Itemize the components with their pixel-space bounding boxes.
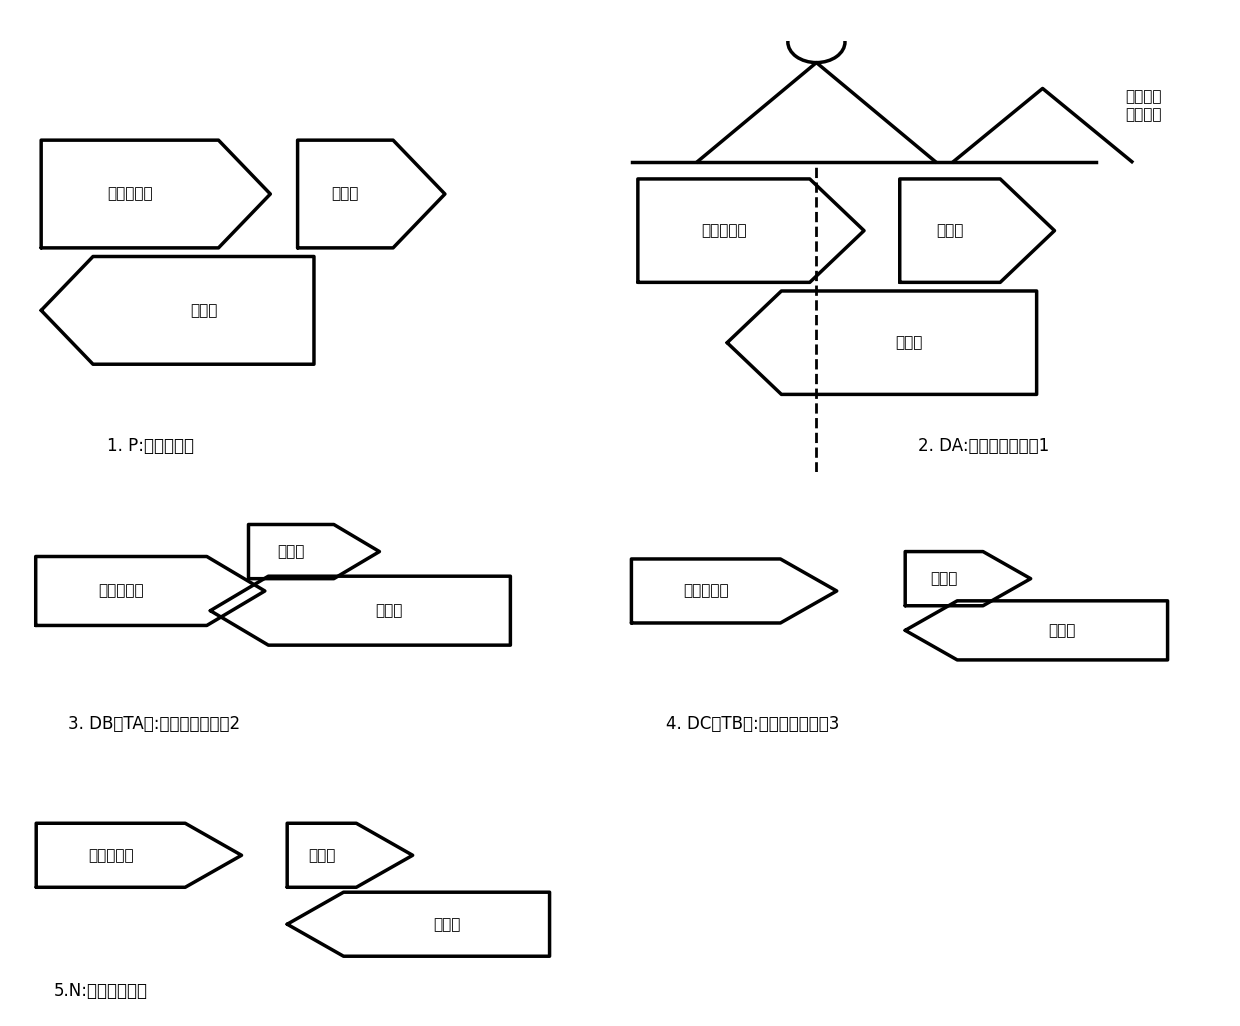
Polygon shape (631, 559, 837, 623)
Text: 待接合齿圈: 待接合齿圈 (107, 187, 153, 201)
Text: 同步环: 同步环 (331, 187, 360, 201)
Polygon shape (41, 141, 270, 248)
Text: 待接合齿圈: 待接合齿圈 (88, 847, 134, 863)
Polygon shape (248, 524, 379, 579)
Text: 接合套: 接合套 (190, 303, 217, 318)
Text: 待接合齿圈: 待接合齿圈 (98, 584, 144, 598)
Polygon shape (637, 179, 864, 282)
Polygon shape (288, 893, 549, 956)
Text: 2. DA:摘挡位置特性点1: 2. DA:摘挡位置特性点1 (918, 437, 1049, 456)
Text: 5.N:稳态空挡位置: 5.N:稳态空挡位置 (53, 982, 148, 999)
Polygon shape (36, 823, 242, 887)
Polygon shape (905, 552, 1030, 605)
Text: 同步环: 同步环 (278, 544, 305, 559)
Text: 接合套: 接合套 (376, 603, 403, 619)
Text: 同步环: 同步环 (930, 571, 957, 586)
Polygon shape (727, 291, 1037, 394)
Text: 待接合齿圈: 待接合齿圈 (683, 584, 729, 598)
Polygon shape (36, 556, 265, 626)
Polygon shape (298, 141, 445, 248)
Text: 3. DB（TA）:摘挡位置特性点2: 3. DB（TA）:摘挡位置特性点2 (68, 715, 241, 733)
Text: 4. DC（TB）:摘挡位置特性点3: 4. DC（TB）:摘挡位置特性点3 (666, 715, 839, 733)
Polygon shape (905, 601, 1168, 660)
Text: 接合套: 接合套 (433, 916, 460, 932)
Text: 待接合齿圈: 待接合齿圈 (701, 223, 746, 238)
Polygon shape (211, 577, 511, 645)
Text: 同步环: 同步环 (936, 223, 963, 238)
Text: 1. P:稳态在挡点: 1. P:稳态在挡点 (107, 437, 193, 456)
Polygon shape (900, 179, 1054, 282)
Polygon shape (288, 823, 413, 887)
Text: 换挡拨叉
自锁机构: 换挡拨叉 自锁机构 (1126, 89, 1162, 122)
Text: 接合套: 接合套 (895, 336, 923, 350)
Text: 同步环: 同步环 (308, 847, 336, 863)
Polygon shape (41, 256, 314, 364)
Text: 接合套: 接合套 (1049, 623, 1076, 638)
